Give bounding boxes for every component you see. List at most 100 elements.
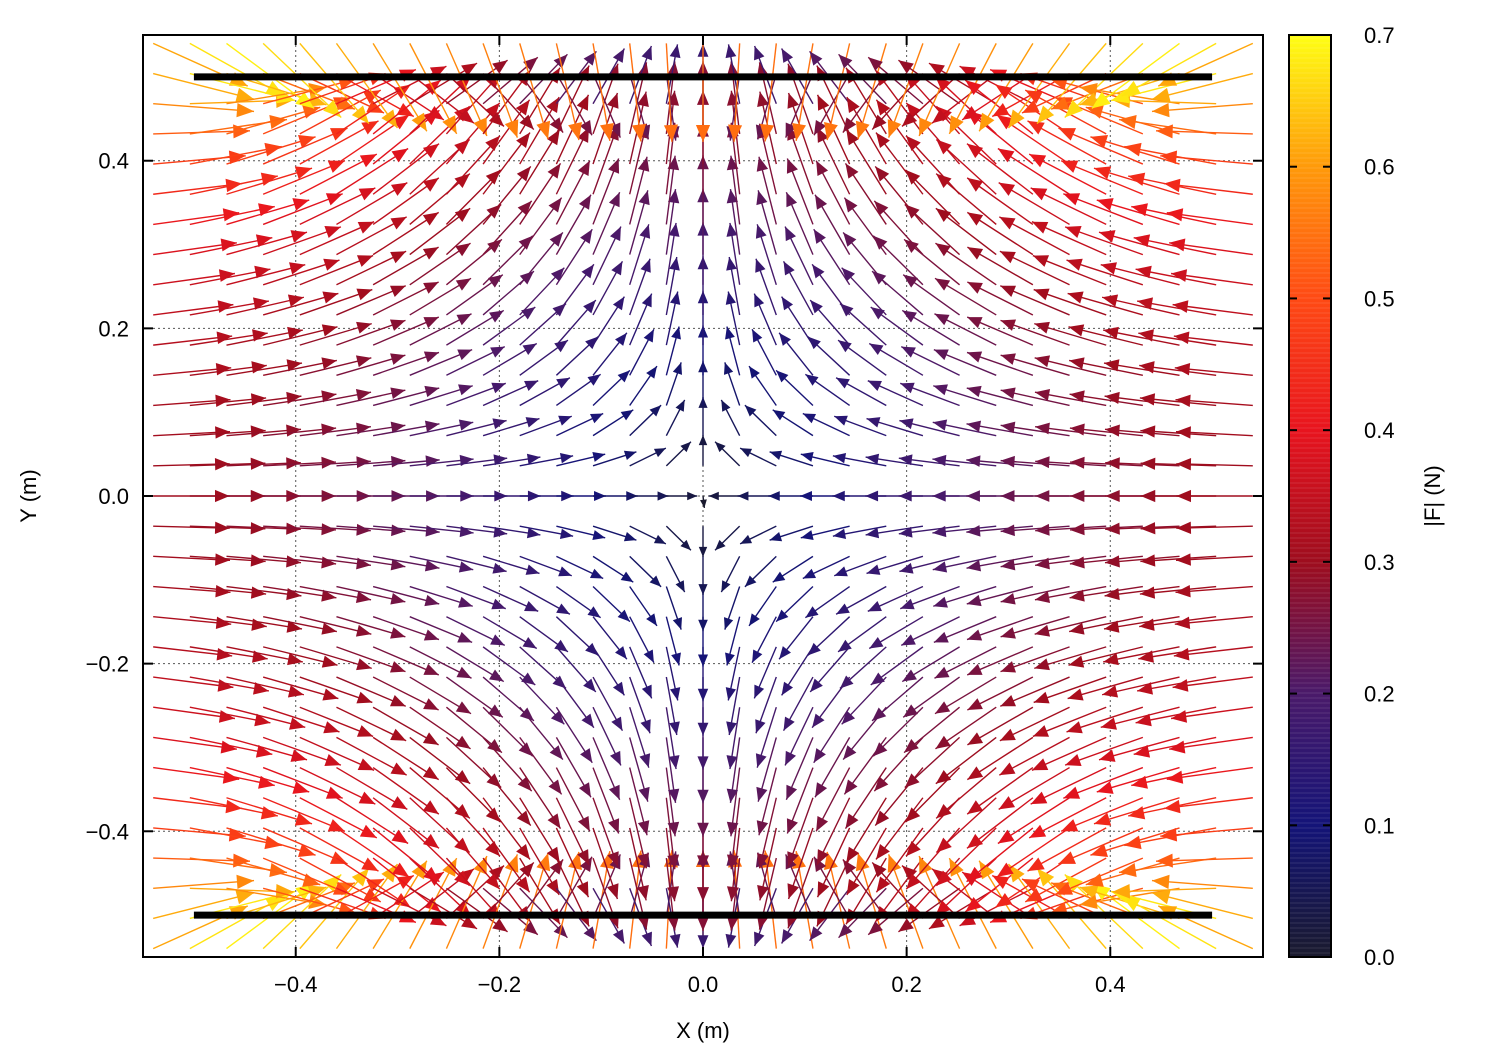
field-arrow — [816, 126, 851, 195]
field-arrow — [1104, 555, 1180, 568]
field-arrow — [967, 676, 1034, 711]
field-arrow — [519, 555, 573, 577]
field-arrow — [739, 447, 777, 467]
field-arrow — [1103, 646, 1180, 666]
field-arrow — [1068, 357, 1143, 376]
field-arrow — [665, 326, 681, 376]
field-arrow — [409, 348, 473, 376]
field-arrow — [226, 198, 310, 226]
field-arrow — [629, 646, 653, 699]
field-arrow — [1064, 225, 1144, 256]
field-arrow — [967, 281, 1034, 316]
field-arrow — [726, 797, 741, 870]
field-arrow — [519, 525, 574, 540]
field-arrow — [409, 384, 473, 407]
field-arrow — [814, 737, 851, 798]
field-arrow — [592, 450, 637, 467]
field-arrow — [1151, 874, 1253, 890]
field-arrow — [592, 260, 624, 316]
field-arrow — [714, 441, 741, 467]
field-arrow — [726, 737, 741, 803]
field-arrow — [964, 79, 1034, 135]
colorbar-tick-label: 0.4 — [1364, 418, 1395, 443]
field-arrow — [966, 420, 1034, 437]
field-arrow — [967, 246, 1034, 286]
field-arrow — [841, 267, 887, 316]
field-arrow — [1067, 676, 1144, 701]
field-arrow — [666, 491, 698, 501]
field-arrow — [751, 328, 777, 376]
field-arrow — [372, 585, 440, 607]
field-arrow — [665, 827, 680, 902]
field-arrow — [787, 827, 814, 900]
field-arrow — [1176, 521, 1253, 534]
field-arrow — [592, 797, 619, 868]
field-arrow — [1030, 766, 1107, 805]
field-arrow — [409, 277, 472, 316]
field-arrow — [556, 555, 604, 580]
field-arrow — [263, 456, 336, 469]
field-arrow — [226, 706, 306, 730]
field-arrow — [720, 556, 741, 593]
field-arrow — [409, 706, 471, 750]
field-arrow — [775, 586, 814, 623]
field-arrow — [725, 646, 741, 701]
field-arrow — [1000, 319, 1070, 346]
field-arrow — [900, 585, 960, 610]
field-arrow — [1104, 424, 1180, 437]
field-arrow — [871, 270, 924, 316]
field-arrow — [226, 230, 308, 256]
field-arrow — [446, 309, 505, 346]
field-arrow — [1068, 646, 1144, 668]
field-arrow — [592, 767, 620, 834]
field-arrow — [629, 827, 649, 901]
field-arrow — [336, 421, 406, 437]
field-arrow — [372, 246, 439, 286]
field-arrow — [933, 616, 997, 644]
field-arrow — [519, 43, 551, 140]
field-arrow — [226, 676, 305, 698]
field-arrow — [446, 346, 506, 376]
axis-ticks: −0.4 −0.2 0.0 0.2 0.4 −0.4 −0.2 0.0 0.2 0.4 — [86, 35, 1263, 997]
field-arrow — [1098, 230, 1180, 256]
field-arrow — [757, 797, 777, 869]
field-arrow — [726, 707, 741, 770]
colorbar-ticks: 0.0 0.1 0.2 0.3 0.4 0.5 0.6 0.7 — [1289, 23, 1395, 970]
field-arrow — [846, 827, 887, 896]
field-arrow — [592, 586, 631, 623]
field-arrow — [555, 856, 593, 919]
y-tick-label: −0.4 — [86, 819, 129, 844]
field-arrow — [1027, 120, 1107, 165]
field-arrow — [904, 767, 961, 823]
field-arrow — [786, 767, 814, 834]
field-arrow — [299, 585, 372, 604]
field-arrow — [935, 827, 997, 887]
field-arrow — [629, 293, 653, 346]
field-arrow — [592, 43, 614, 141]
field-arrow — [263, 357, 338, 376]
field-arrow — [872, 706, 924, 757]
field-arrow — [782, 676, 814, 732]
field-arrow — [372, 177, 440, 226]
field-arrow — [932, 454, 997, 467]
field-arrow — [1066, 258, 1144, 286]
field-arrow — [966, 143, 1034, 195]
field-arrow — [372, 420, 440, 437]
field-arrow — [336, 353, 406, 376]
field-arrow — [755, 707, 777, 768]
field-arrow — [720, 399, 741, 436]
y-tick-label: −0.2 — [86, 652, 129, 677]
field-arrow — [997, 147, 1070, 195]
field-arrow — [519, 676, 565, 725]
field-arrow — [592, 369, 631, 406]
field-arrow — [189, 265, 271, 286]
field-arrow — [665, 155, 680, 225]
field-arrow — [189, 676, 270, 695]
field-arrow — [336, 706, 407, 742]
field-arrow — [592, 226, 622, 286]
field-arrow — [782, 260, 814, 316]
field-arrow — [845, 797, 887, 863]
field-arrow — [189, 329, 268, 346]
field-arrow — [755, 676, 777, 734]
field-arrow — [1058, 827, 1144, 865]
